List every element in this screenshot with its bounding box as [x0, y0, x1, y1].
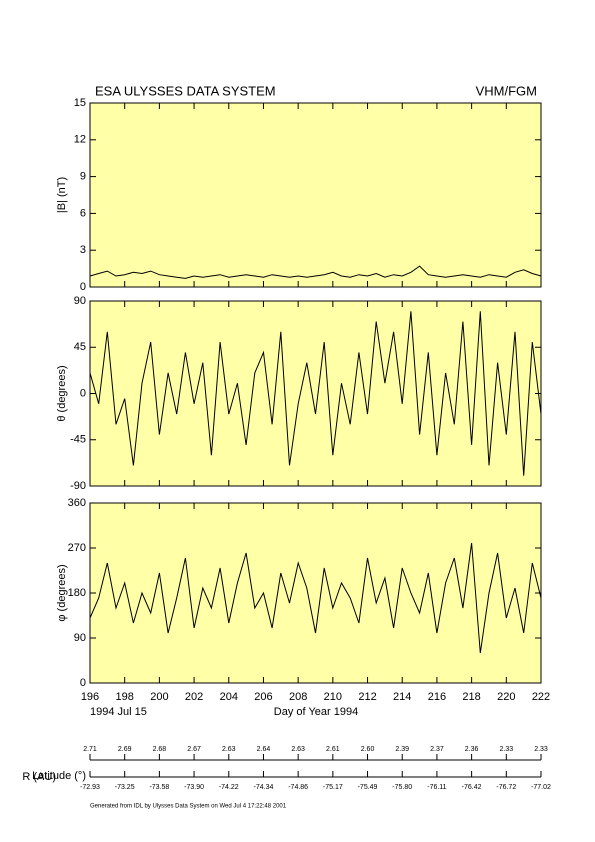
x-tick-label: 204 — [220, 691, 238, 703]
lat-value: -73.58 — [149, 784, 169, 791]
plot-area — [89, 300, 542, 487]
x-tick-label: 210 — [324, 691, 342, 703]
y-tick-label: 15 — [74, 97, 86, 109]
r-value: 2.37 — [430, 746, 444, 753]
lat-value: -76.72 — [496, 784, 516, 791]
y-tick-label: 0 — [80, 387, 86, 399]
y-tick-label: 90 — [74, 295, 86, 307]
y-tick-label: 180 — [68, 587, 86, 599]
lat-value: -76.11 — [427, 784, 446, 791]
r-value: 2.68 — [153, 746, 167, 753]
data-line — [89, 311, 542, 476]
lat-label: Latitude (°) — [32, 770, 86, 782]
r-value: 2.63 — [222, 746, 236, 753]
lat-value: -76.42 — [462, 784, 482, 791]
y-tick-label: 6 — [80, 207, 86, 219]
r-value: 2.67 — [187, 746, 201, 753]
x-tick-label: 200 — [150, 691, 168, 703]
footer: Generated from IDL by Ulysses Data Syste… — [90, 804, 287, 810]
x-tick-label: 208 — [289, 691, 307, 703]
x-tick-label: 206 — [254, 691, 272, 703]
y-tick-label: -90 — [70, 480, 86, 492]
r-value: 2.60 — [361, 746, 375, 753]
x-axis-label: Day of Year 1994 — [274, 706, 358, 718]
x-tick-label: 218 — [462, 691, 480, 703]
lat-value: -73.90 — [184, 784, 204, 791]
x-tick-label: 222 — [532, 691, 550, 703]
x-tick-label: 198 — [116, 691, 134, 703]
y-tick-label: 0 — [80, 281, 86, 293]
lat-value: -74.22 — [219, 784, 239, 791]
instrument: VHM/FGM — [476, 83, 537, 98]
y-axis-label: θ (degrees) — [56, 365, 68, 421]
lat-value: -74.86 — [288, 784, 308, 791]
x-tick-label: 216 — [428, 691, 446, 703]
y-tick-label: 270 — [68, 542, 86, 554]
x-tick-label: 214 — [393, 691, 411, 703]
lat-value: -77.02 — [531, 784, 551, 791]
r-value: 2.33 — [499, 746, 513, 753]
r-value: 2.36 — [465, 746, 479, 753]
r-value: 2.71 — [83, 746, 97, 753]
title: ESA ULYSSES DATA SYSTEM — [95, 83, 276, 98]
x-tick-label: 220 — [497, 691, 515, 703]
r-value: 2.39 — [395, 746, 409, 753]
r-value: 2.33 — [534, 746, 548, 753]
r-value: 2.64 — [257, 746, 271, 753]
data-line — [89, 542, 542, 654]
y-tick-label: 45 — [74, 341, 86, 353]
plot-area — [89, 102, 542, 288]
y-tick-label: 360 — [68, 497, 86, 509]
y-tick-label: -45 — [70, 434, 86, 446]
lat-value: -75.17 — [323, 784, 343, 791]
lat-value: -74.34 — [254, 784, 274, 791]
r-value: 2.69 — [118, 746, 132, 753]
y-tick-label: 12 — [74, 134, 86, 146]
start-date: 1994 Jul 15 — [90, 706, 147, 718]
y-tick-label: 90 — [74, 632, 86, 644]
lat-value: -72.93 — [80, 784, 100, 791]
r-value: 2.61 — [326, 746, 340, 753]
data-line — [89, 265, 542, 279]
x-tick-label: 196 — [81, 691, 99, 703]
x-tick-label: 202 — [185, 691, 203, 703]
r-value: 2.63 — [291, 746, 305, 753]
y-axis-label: φ (degrees) — [56, 564, 68, 621]
lat-value: -75.49 — [358, 784, 378, 791]
y-tick-label: 0 — [80, 677, 86, 689]
y-tick-label: 9 — [80, 171, 86, 183]
lat-value: -73.25 — [115, 784, 135, 791]
y-axis-label: |B| (nT) — [56, 177, 68, 213]
lat-value: -75.80 — [392, 784, 412, 791]
y-tick-label: 3 — [80, 244, 86, 256]
x-tick-label: 212 — [358, 691, 376, 703]
r-label: R (AU) — [22, 771, 56, 783]
plot-area — [89, 502, 542, 684]
